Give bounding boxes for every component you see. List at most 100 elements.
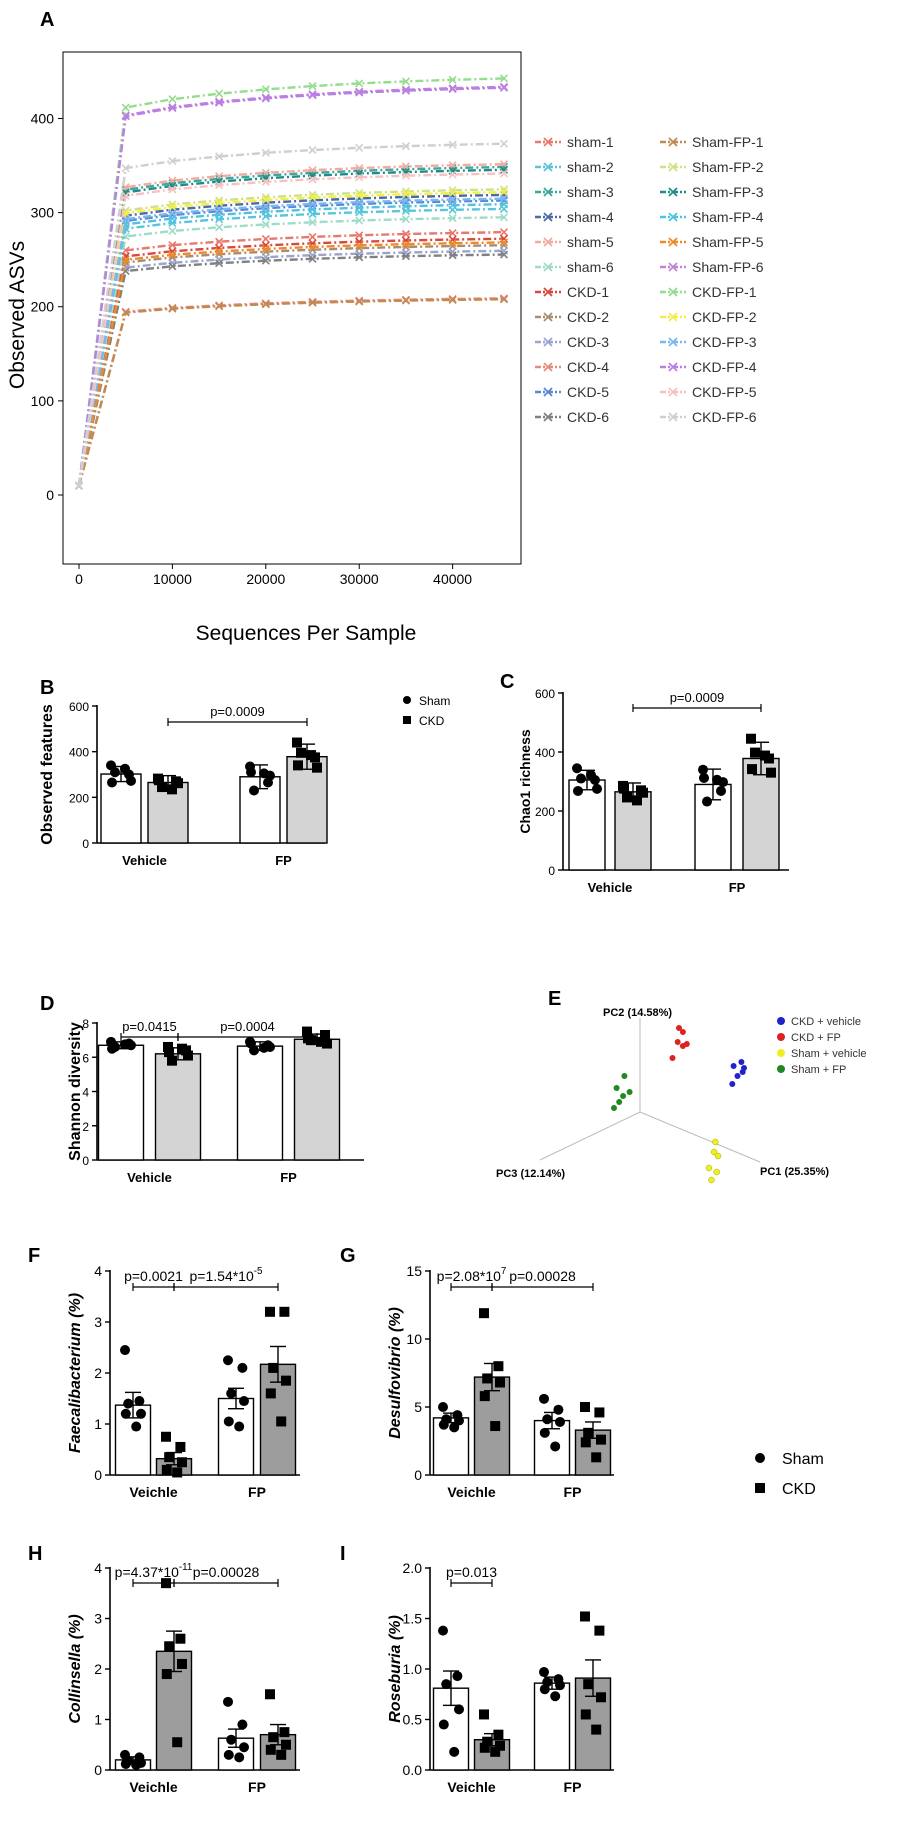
series-line <box>77 190 505 486</box>
category-label: Veichle <box>129 1484 177 1500</box>
data-point <box>766 767 776 778</box>
data-point <box>550 1691 561 1702</box>
scatter-point <box>739 1069 746 1075</box>
legend-label: CKD-FP-6 <box>692 409 757 425</box>
legend-label: sham-1 <box>567 134 614 150</box>
series-point <box>308 193 317 202</box>
point-stroke <box>215 181 224 190</box>
series-point <box>215 237 224 246</box>
data-point <box>490 1746 501 1757</box>
point-stroke <box>308 298 317 307</box>
y-tick-label: 200 <box>535 805 555 819</box>
point-stroke <box>448 195 457 204</box>
x-tick-label: 10000 <box>153 571 192 587</box>
series-point <box>499 169 509 178</box>
legend-label: Sham <box>782 1451 824 1468</box>
data-point <box>622 792 632 803</box>
data-point <box>638 787 648 798</box>
point-stroke <box>215 205 224 214</box>
legend-label: CKD-3 <box>567 334 609 350</box>
series-point <box>168 209 177 218</box>
y-axis-title: Faecalibacterium (%) <box>67 1293 84 1453</box>
category-label: FP <box>564 1484 582 1500</box>
category-label: FP <box>280 1170 297 1185</box>
data-point <box>279 1727 290 1738</box>
series-point <box>401 252 410 261</box>
data-point <box>268 1732 279 1743</box>
data-point <box>699 772 709 783</box>
legend-marker-ckd <box>403 716 411 724</box>
point-stroke <box>355 198 364 207</box>
point-stroke <box>499 295 509 304</box>
legend-b: Sham CKD <box>403 694 450 728</box>
y-axis-title: Roseburia (%) <box>387 1615 404 1723</box>
plot-frame <box>62 51 522 565</box>
data-point <box>259 768 269 779</box>
point-stroke <box>215 247 224 256</box>
y-axis-title: Observed ASVs <box>6 241 29 389</box>
pc1-axis <box>639 1111 761 1163</box>
series-line <box>77 203 505 486</box>
data-point <box>583 1427 594 1438</box>
data-point <box>265 1744 276 1755</box>
data-point <box>161 1464 172 1475</box>
point-stroke <box>308 199 317 209</box>
series-point <box>355 88 364 97</box>
data-point <box>479 1742 490 1753</box>
scatter-point <box>729 1081 736 1087</box>
series-point <box>499 295 509 304</box>
panel-label-h: H <box>28 1543 42 1565</box>
series-point <box>261 300 270 309</box>
point-stroke <box>168 202 177 212</box>
scatter-point <box>708 1176 715 1184</box>
data-point <box>479 1391 490 1402</box>
legend-marker <box>668 362 678 372</box>
category-label: FP <box>729 880 746 895</box>
point-stroke <box>121 188 130 197</box>
legend-marker <box>543 387 553 397</box>
y-tick-label: 8 <box>82 1017 89 1031</box>
series-point <box>261 202 270 211</box>
point-stroke <box>355 216 364 225</box>
legend-marker <box>543 137 553 147</box>
data-point <box>183 1050 193 1061</box>
data-point <box>234 1421 245 1432</box>
observed-features-chart: 0 200 400 600 Observed features Vehicle FP p=0.… <box>39 700 328 868</box>
y-tick-label: 4 <box>94 1560 102 1576</box>
series-point <box>499 139 509 148</box>
category-label: FP <box>248 1779 266 1795</box>
panel-label-a: A <box>40 9 54 31</box>
data-point <box>120 763 130 774</box>
scatter-point <box>613 1085 620 1091</box>
y-axis-title: Shannon diversity <box>67 1022 84 1161</box>
point-stroke <box>261 202 270 211</box>
data-point <box>619 783 629 794</box>
data-point <box>167 784 177 795</box>
point-stroke <box>401 86 410 95</box>
y-tick-label: 400 <box>69 746 89 760</box>
series-point <box>168 103 177 113</box>
category-label: Vehicle <box>588 880 633 895</box>
data-point <box>226 1734 237 1745</box>
series-point <box>261 234 270 244</box>
legend-marker <box>543 262 553 272</box>
data-point <box>712 774 722 785</box>
bar <box>97 1044 145 1161</box>
series-point <box>448 239 457 248</box>
series-point <box>168 202 177 212</box>
series-line <box>77 188 505 486</box>
p-value-label: p=0.0004 <box>220 1019 275 1034</box>
point-stroke <box>261 220 270 229</box>
point-stroke <box>355 88 364 97</box>
data-point <box>482 1736 493 1747</box>
legend-marker <box>668 412 678 422</box>
point-stroke <box>401 196 410 205</box>
data-point <box>177 1043 187 1054</box>
point-stroke <box>121 164 130 173</box>
bar <box>236 1045 284 1161</box>
series-point <box>308 91 317 100</box>
data-point <box>175 1441 186 1452</box>
series-point <box>448 214 457 223</box>
series-point <box>121 255 130 264</box>
legend-label: CKD <box>782 1481 816 1498</box>
